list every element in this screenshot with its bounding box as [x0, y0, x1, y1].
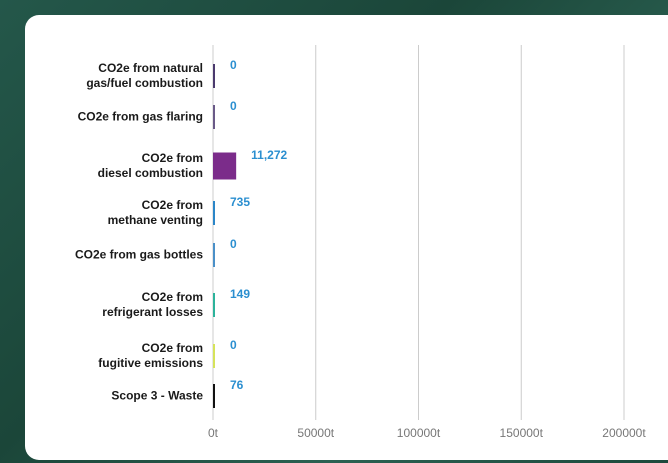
value-label: 735: [230, 195, 250, 209]
x-tick-label: 0t: [208, 426, 219, 440]
category-label: Scope 3 - Waste: [111, 388, 203, 403]
category-label: CO2e from fugitive emissions: [98, 341, 203, 370]
bar: [213, 64, 215, 88]
value-label: 149: [230, 287, 250, 301]
category-label: CO2e from methane venting: [107, 198, 203, 227]
chart-card: [25, 15, 668, 460]
bar: [213, 344, 215, 368]
category-label: CO2e from gas bottles: [74, 247, 203, 262]
value-label: 0: [230, 58, 237, 72]
value-label: 0: [230, 99, 237, 113]
category-label: CO2e from natural gas/fuel combustion: [86, 61, 203, 90]
bar: [213, 105, 215, 129]
bar: [213, 293, 215, 317]
category-label: CO2e from gas flaring: [77, 109, 203, 124]
x-tick-label: 100000t: [397, 426, 441, 440]
value-label: 0: [230, 338, 237, 352]
bar: [213, 384, 215, 408]
x-tick-label: 50000t: [297, 426, 334, 440]
bar: [213, 152, 237, 180]
value-label: 11,272: [251, 148, 287, 162]
bar: [213, 201, 215, 225]
x-tick-label: 150000t: [500, 426, 544, 440]
value-label: 0: [230, 237, 237, 251]
category-label: CO2e from diesel combustion: [97, 151, 203, 180]
category-label: CO2e from refrigerant losses: [102, 290, 203, 319]
value-label: 76: [230, 378, 244, 392]
bar: [213, 243, 215, 267]
x-tick-label: 200000t: [602, 426, 646, 440]
